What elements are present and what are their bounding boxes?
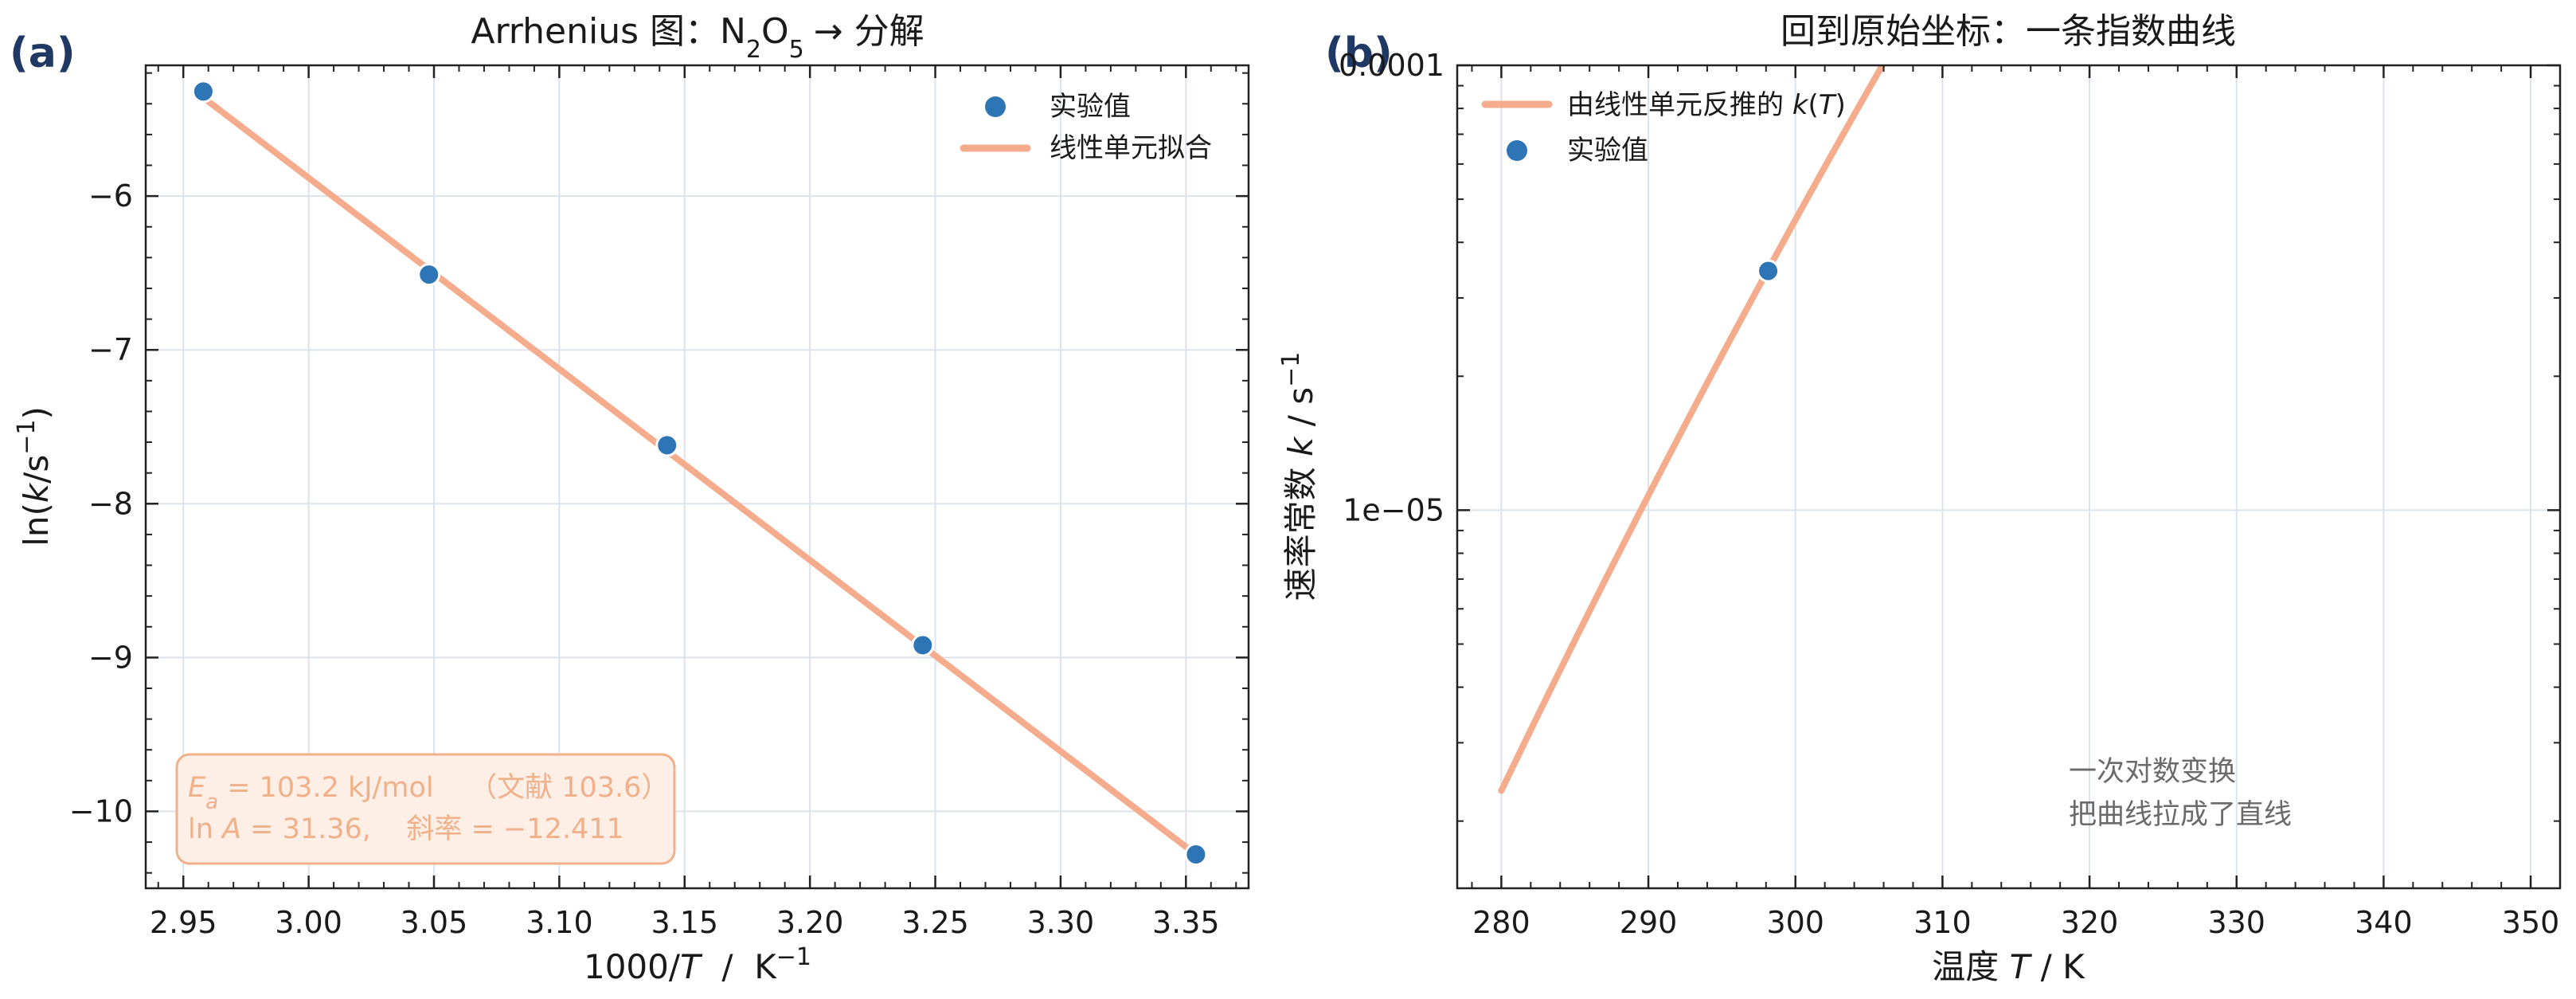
panel-b-y-tick-label: 0.0001 — [1339, 48, 1444, 83]
panel-b-x-tick-label: 310 — [1913, 905, 1972, 940]
panel-b-note-line-2: 把曲线拉成了直线 — [2069, 799, 2292, 831]
panel-a-title: Arrhenius 图：N2O5 → 分解 — [471, 11, 924, 64]
annotation-box — [175, 753, 676, 865]
legend-marker-experimental — [985, 96, 1006, 117]
annotation-line-lnA-slope: ln A = 31.36, 斜率 = −12.411 — [188, 813, 624, 845]
panel-b: (b) 回到原始坐标：一条指数曲线 280 290 300 310 320 330 340 3… — [1277, 11, 2562, 986]
panel-a-ticks: 2.95 3.00 3.05 3.10 3.15 3.20 3.25 3.30 3.35 −6 −7… — [69, 65, 1249, 940]
legend-label-back-calculated-k: 由线性单元反推的 k(T) — [1567, 89, 1846, 121]
panel-a-fit-line — [200, 94, 1199, 858]
panel-a-grid — [146, 65, 1249, 888]
legend-item-experimental: 实验值 — [985, 91, 1131, 123]
legend-item-linear-fit: 线性单元拟合 — [960, 132, 1212, 164]
panel-a-y-tick-label: −8 — [88, 486, 133, 521]
panel-b-label: (b) — [1325, 29, 1393, 77]
panel-b-ticks: 2802903003103203303403500.010.0010.00011… — [1339, 48, 2561, 940]
legend-marker-experimental-b — [1507, 140, 1527, 161]
panel-a-y-tick-label: −7 — [88, 332, 133, 367]
panel-b-k-curve — [1498, 65, 1886, 794]
panel-b-legend: 由线性单元反推的 k(T) 实验值 — [1481, 89, 1846, 166]
panel-a-xlabel: 1000/T / K−1 — [584, 943, 811, 987]
panel-b-ylabel: 速率常数 k / s−1 — [1277, 352, 1321, 601]
panel-a-x-tick-label: 3.00 — [275, 905, 342, 940]
panel-a-ylabel: ln(k/s−1) — [13, 406, 57, 547]
panel-a-data-point — [191, 80, 215, 104]
panel-a-y-tick-label: −9 — [88, 640, 133, 675]
panel-a-y-tick-label: −10 — [69, 793, 133, 829]
panel-b-x-tick-label: 340 — [2355, 905, 2413, 940]
panel-a-x-tick-label: 3.05 — [401, 905, 468, 940]
legend-label-experimental: 实验值 — [1050, 91, 1131, 123]
panel-b-y-tick-label: 1e−05 — [1343, 492, 1444, 527]
panel-a-x-tick-label: 2.95 — [150, 905, 217, 940]
panel-a-data-point — [911, 633, 935, 657]
panel-a-x-tick-label: 3.15 — [651, 905, 718, 940]
panel-a-data-point — [417, 263, 441, 287]
annotation-line-activation-energy: Ea = 103.2 kJ/mol （文献 103.6） — [188, 772, 669, 814]
legend-item-back-calculated-k: 由线性单元反推的 k(T) — [1481, 89, 1846, 121]
panel-b-frame — [1456, 64, 2562, 890]
panel-a-series — [191, 80, 1208, 867]
panel-a-x-tick-label: 3.10 — [526, 905, 593, 940]
panel-a-y-tick-label: −6 — [88, 178, 133, 214]
panel-a: (a) Arrhenius 图：N2O5 → 分解 2.95 3.00 3.05 3.1… — [10, 11, 1250, 987]
panel-b-x-tick-label: 320 — [2061, 905, 2119, 940]
panel-a-data-point — [655, 433, 679, 457]
panel-a-legend: 实验值 线性单元拟合 — [960, 91, 1212, 164]
panel-a-x-tick-label: 3.20 — [776, 905, 844, 940]
panel-a-x-tick-label: 3.35 — [1152, 905, 1220, 940]
panel-a-x-tick-label: 3.25 — [901, 905, 969, 940]
legend-item-experimental-b: 实验值 — [1507, 135, 1648, 166]
legend-label-linear-fit: 线性单元拟合 — [1050, 132, 1212, 164]
panel-b-title: 回到原始坐标：一条指数曲线 — [1781, 11, 2236, 52]
panel-b-series — [1498, 65, 1886, 794]
panel-b-x-tick-label: 280 — [1472, 905, 1530, 940]
panel-a-frame — [144, 64, 1250, 890]
panel-b-note-line-1: 一次对数变换 — [2069, 756, 2236, 788]
legend-label-experimental-b: 实验值 — [1567, 135, 1648, 166]
panel-a-data-point — [1184, 843, 1208, 867]
panel-b-x-tick-label: 290 — [1620, 905, 1678, 940]
panel-b-x-tick-label: 330 — [2207, 905, 2265, 940]
panel-a-label: (a) — [10, 29, 76, 77]
panel-a-x-tick-label: 3.30 — [1027, 905, 1095, 940]
panel-a-annotation: Ea = 103.2 kJ/mol （文献 103.6） ln A = 31.3… — [175, 753, 676, 865]
panel-b-grid — [1457, 65, 2560, 888]
panel-b-x-tick-label: 300 — [1766, 905, 1824, 940]
panel-b-x-tick-label: 350 — [2502, 905, 2560, 940]
panel-b-xlabel: 温度 T / K — [1932, 947, 2085, 986]
panel-b-data-point — [1757, 259, 1781, 283]
